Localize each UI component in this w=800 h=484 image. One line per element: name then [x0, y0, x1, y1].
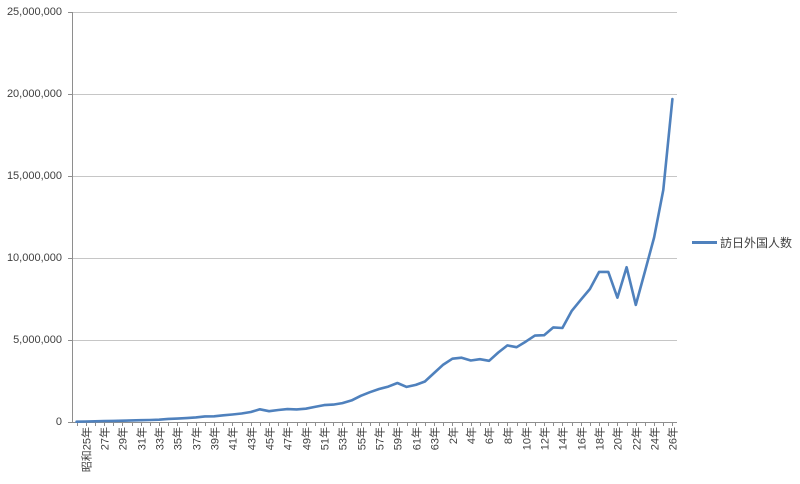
- x-axis-tick-label: 昭和25年: [81, 427, 94, 473]
- x-axis-tick-label: 29年: [117, 427, 130, 451]
- x-axis-tick-label: 31年: [136, 427, 149, 451]
- x-axis-tick-label: 26年: [667, 427, 680, 451]
- x-axis-tick-label: 45年: [264, 427, 277, 451]
- data-series-line: [75, 97, 674, 424]
- x-axis-tick-label: 51年: [319, 427, 332, 451]
- y-axis-tick-label: 15,000,000: [6, 170, 62, 182]
- y-axis-tick-label: 10,000,000: [6, 252, 62, 264]
- x-axis-tick-label: 53年: [337, 427, 350, 451]
- x-axis-tick-label: 37年: [191, 427, 204, 451]
- y-axis-tick-label: 25,000,000: [6, 6, 62, 18]
- x-axis-tick-label: 10年: [521, 427, 534, 451]
- x-axis-tick-label: 12年: [539, 427, 552, 451]
- x-axis-tick-label: 27年: [99, 427, 112, 451]
- x-axis-tick-label: 16年: [576, 427, 589, 451]
- x-axis-tick-label: 33年: [154, 427, 167, 451]
- x-axis-tick-label: 55年: [356, 427, 369, 451]
- x-axis-tick-label: 8年: [502, 427, 515, 445]
- y-axis-tick-label: 20,000,000: [6, 88, 62, 100]
- x-axis-tick-label: 2年: [447, 427, 460, 445]
- x-axis-tick-label: 39年: [209, 427, 222, 451]
- x-axis-tick-label: 22年: [631, 427, 644, 451]
- x-axis-tick-label: 14年: [557, 427, 570, 451]
- y-axis-tick-label: 5,000,000: [13, 334, 62, 346]
- x-axis-tick-label: 47年: [282, 427, 295, 451]
- y-axis-tick-label: 0: [55, 416, 62, 428]
- x-axis-tick-label: 6年: [484, 427, 497, 445]
- x-axis-tick-label: 57年: [374, 427, 387, 451]
- x-axis-tick-label: 43年: [246, 427, 259, 451]
- x-axis-tick-label: 59年: [392, 427, 405, 451]
- legend: 訪日外国人数: [692, 234, 792, 251]
- x-axis-tick-label: 18年: [594, 427, 607, 451]
- legend-series-label: 訪日外国人数: [720, 236, 793, 250]
- x-axis-tick-label: 61年: [411, 427, 424, 451]
- x-axis-tick-label: 24年: [649, 427, 662, 451]
- x-axis-tick-label: 49年: [301, 427, 314, 451]
- x-axis-tick-label: 41年: [227, 427, 240, 451]
- x-axis-tick-label: 35年: [172, 427, 185, 451]
- x-axis-tick-label: 4年: [466, 427, 479, 445]
- x-axis-tick-label: 63年: [429, 427, 442, 451]
- legend-line-swatch: [692, 241, 717, 244]
- x-axis-tick-label: 20年: [612, 427, 625, 451]
